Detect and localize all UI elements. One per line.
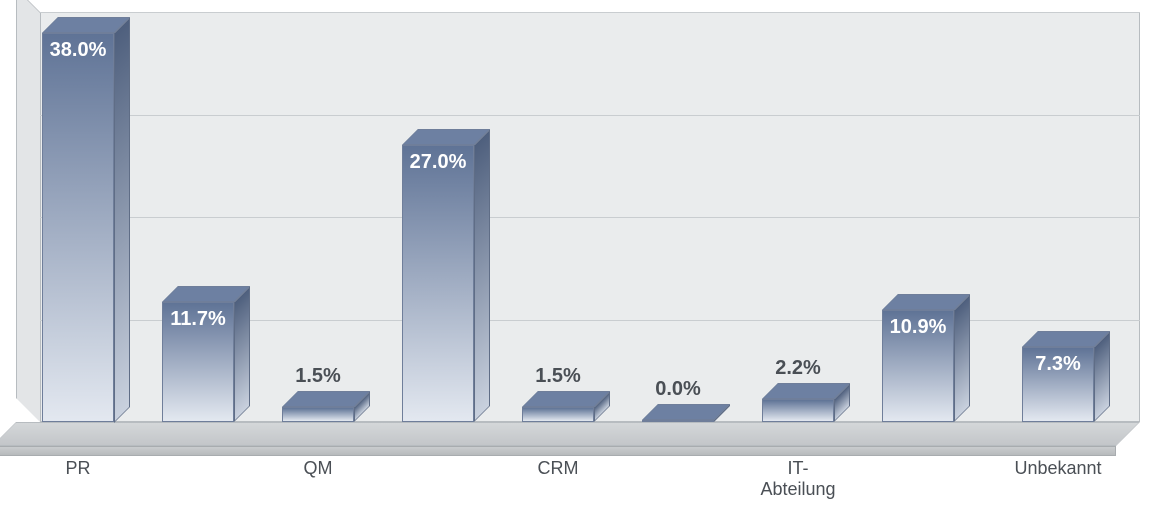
x-axis-label: QM	[238, 458, 398, 479]
chart-3d-bar: 38.0%11.7%1.5%27.0%1.5%0.0%2.2%10.9%7.3%…	[0, 0, 1161, 520]
bar: 27.0%	[402, 145, 474, 422]
bar: 2.2%	[762, 399, 834, 422]
bar-value-label: 1.5%	[248, 365, 388, 388]
bar: 0.0%	[642, 420, 714, 422]
bar-value-label: 2.2%	[728, 357, 868, 380]
x-axis-label: Unbekannt	[978, 458, 1138, 479]
x-axis-label: CRM	[478, 458, 638, 479]
chart-x-axis-labels: PR QM CRM IT- Abteilung Unbekannt	[0, 458, 1161, 518]
bar-value-label: 0.0%	[608, 378, 748, 401]
bar: 7.3%	[1022, 347, 1094, 422]
chart-bars: 38.0%11.7%1.5%27.0%1.5%0.0%2.2%10.9%7.3%	[0, 0, 1161, 520]
bar: 1.5%	[282, 407, 354, 422]
bar: 38.0%	[42, 33, 114, 423]
bar: 10.9%	[882, 310, 954, 422]
x-axis-label: PR	[0, 458, 158, 479]
bar: 1.5%	[522, 407, 594, 422]
bar: 11.7%	[162, 302, 234, 422]
x-axis-label: IT- Abteilung	[718, 458, 878, 499]
bar-value-label: 1.5%	[488, 365, 628, 388]
